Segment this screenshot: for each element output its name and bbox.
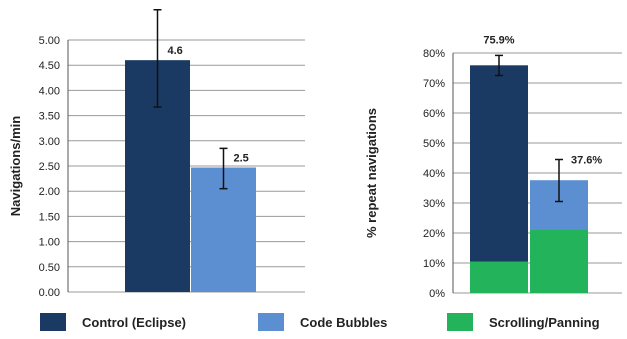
legend-swatch-control	[40, 313, 66, 331]
y-axis-title-left: Navigations/min	[8, 116, 23, 216]
y-tick-label-right: 50%	[423, 138, 445, 150]
y-tick-label-left: 1.00	[39, 237, 60, 249]
y-tick-label-left: 2.00	[39, 186, 60, 198]
y-tick-label-right: 70%	[423, 78, 445, 90]
y-tick-label-right: 80%	[423, 48, 445, 60]
stacked-segment-control	[470, 65, 528, 262]
legend-swatch-scrolling	[447, 313, 473, 331]
y-tick-label-right: 30%	[423, 198, 445, 210]
y-tick-label-left: 4.50	[39, 60, 60, 72]
data-label-bubbles: 2.5	[234, 153, 249, 165]
data-label-total: 37.6%	[571, 155, 602, 167]
y-axis-title-right: % repeat navigations	[364, 108, 379, 238]
y-tick-label-left: 1.50	[39, 211, 60, 223]
legend-label-scrolling: Scrolling/Panning	[489, 315, 600, 330]
y-tick-label-right: 10%	[423, 258, 445, 270]
y-tick-label-right: 60%	[423, 108, 445, 120]
y-tick-label-right: 0%	[429, 288, 445, 300]
legend-swatch-bubbles	[258, 313, 284, 331]
y-tick-label-left: 4.00	[39, 85, 60, 97]
y-tick-label-right: 40%	[423, 168, 445, 180]
legend-label-control: Control (Eclipse)	[82, 315, 186, 330]
y-tick-label-right: 20%	[423, 228, 445, 240]
y-tick-label-left: 3.00	[39, 136, 60, 148]
y-tick-label-left: 3.50	[39, 111, 60, 123]
data-label-total: 75.9%	[483, 34, 514, 46]
y-tick-label-left: 0.50	[39, 262, 60, 274]
stacked-segment-scrolling	[530, 230, 588, 293]
y-tick-label-left: 2.50	[39, 161, 60, 173]
y-tick-label-left: 5.00	[39, 35, 60, 47]
legend-label-bubbles: Code Bubbles	[300, 315, 387, 330]
data-label-control: 4.6	[168, 45, 183, 57]
y-tick-label-left: 0.00	[39, 287, 60, 299]
stacked-segment-scrolling	[470, 261, 528, 293]
